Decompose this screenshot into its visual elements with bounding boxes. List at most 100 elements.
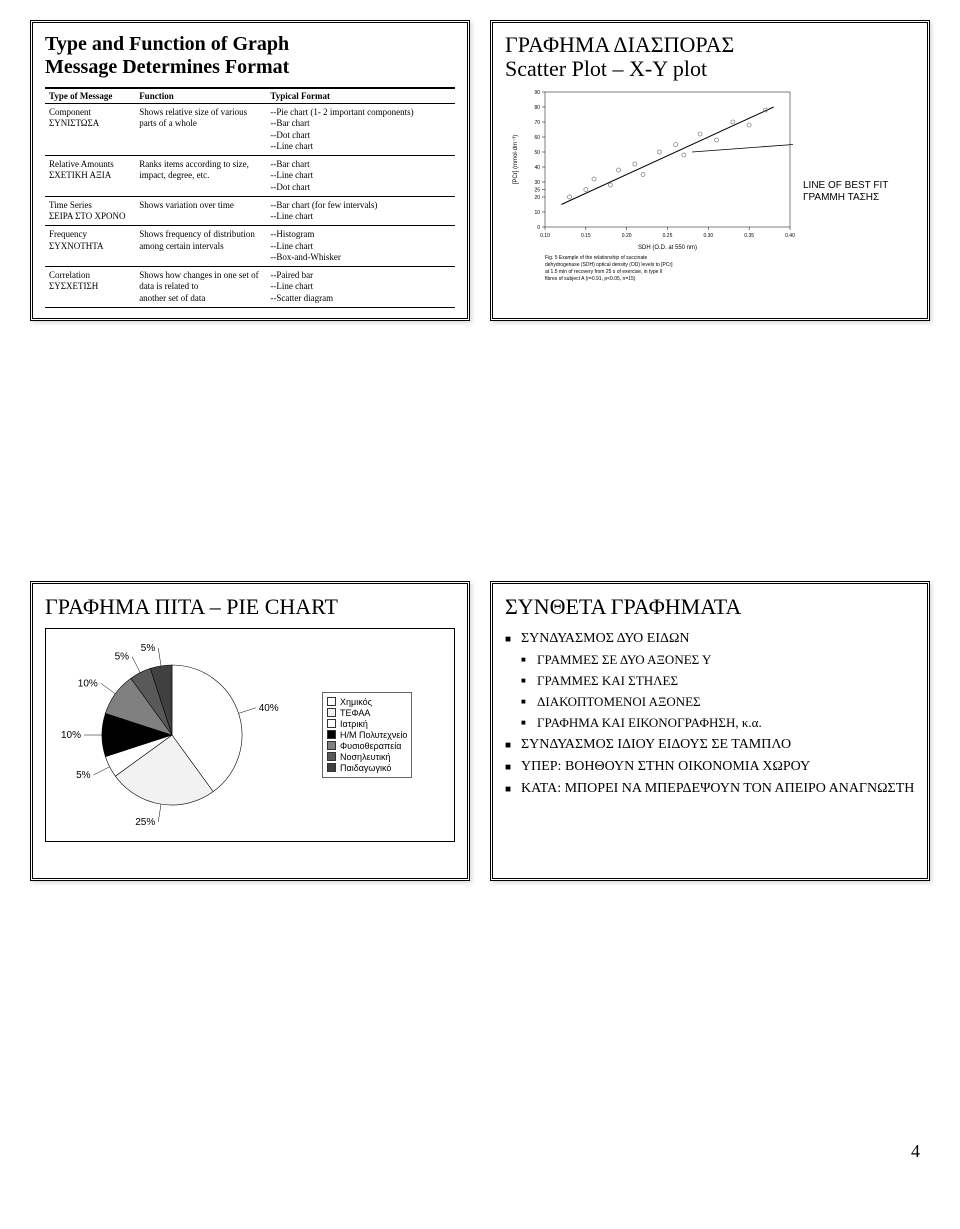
- legend-swatch: [327, 708, 336, 717]
- legend-label: Παιδαγωγικό: [340, 763, 391, 773]
- table-cell: Correlation ΣΥΣΧΕΤΙΣΗ: [45, 267, 135, 308]
- svg-text:fibres of subject A (r=0.91, p: fibres of subject A (r=0.91, p<0.05, n=1…: [545, 276, 636, 282]
- svg-text:60: 60: [534, 135, 540, 141]
- title-line1: Type and Function of Graph: [45, 33, 289, 55]
- svg-text:0: 0: [537, 225, 540, 231]
- th-func: Function: [135, 88, 266, 104]
- svg-text:0.20: 0.20: [622, 233, 632, 239]
- title-line2: Message Determines Format: [45, 56, 289, 78]
- page-number: 4: [30, 1141, 930, 1162]
- slide2-title-gr: ΓΡΑΦΗΜΑ ΔΙΑΣΠΟΡΑΣ: [505, 32, 734, 57]
- bullet-item: ΓΡΑΜΜΕΣ ΣΕ ΔΥΟ ΑΞΟΝΕΣ Υ: [505, 652, 915, 669]
- scatter-plot: 0.10 0.15 0.20 0.25 0.30 0.35 0.40 0 10 2025 30 40 5…: [505, 87, 795, 297]
- svg-text:dehydrogenase (SDH) optical de: dehydrogenase (SDH) optical density (OD)…: [545, 262, 673, 268]
- legend-item: Νοσηλευτική: [327, 752, 407, 762]
- legend-label: Χημικός: [340, 697, 372, 707]
- svg-text:5%: 5%: [115, 651, 130, 662]
- legend-swatch: [327, 719, 336, 728]
- bullet-item: ΚΑΤΑ: ΜΠΟΡΕΙ ΝΑ ΜΠΕΡΔΕΨΟΥΝ ΤΟΝ ΑΠΕΙΡΟ ΑΝ…: [505, 780, 915, 798]
- slide-graph-types: Type and Function of Graph Message Deter…: [30, 20, 470, 321]
- legend-item: Παιδαγωγικό: [327, 763, 407, 773]
- table-cell: Frequency ΣΥΧΝΟΤΗΤΑ: [45, 226, 135, 267]
- svg-text:10%: 10%: [78, 678, 98, 689]
- bullet-item: ΓΡΑΜΜΕΣ ΚΑΙ ΣΤΗΛΕΣ: [505, 673, 915, 690]
- table-cell: Shows variation over time: [135, 196, 266, 226]
- th-type: Type of Message: [45, 88, 135, 104]
- legend-label: Ιατρική: [340, 719, 368, 729]
- slide4-title: ΣΥΝΘΕΤΑ ΓΡΑΦΗΜΑΤΑ: [505, 594, 915, 620]
- table-cell: --Histogram --Line chart --Box-and-Whisk…: [266, 226, 455, 267]
- svg-text:0.15: 0.15: [581, 233, 591, 239]
- svg-text:20: 20: [534, 195, 540, 201]
- slide2-title-en: Scatter Plot – X-Y plot: [505, 56, 707, 81]
- legend-swatch: [327, 741, 336, 750]
- bullet-item: ΣΥΝΔΥΑΣΜΟΣ ΙΔΙΟΥ ΕΙΔΟΥΣ ΣΕ ΤΑΜΠΛΟ: [505, 736, 915, 754]
- slide1-title: Type and Function of Graph Message Deter…: [45, 33, 455, 79]
- legend-item: Η/Μ Πολυτεχνείο: [327, 730, 407, 740]
- table-cell: Shows relative size of various parts of …: [135, 104, 266, 156]
- bullet-item: ΓΡΑΦΗΜΑ ΚΑΙ ΕΙΚΟΝΟΓΡΑΦΗΣΗ, κ.α.: [505, 715, 915, 732]
- legend-swatch: [327, 763, 336, 772]
- svg-text:0.30: 0.30: [703, 233, 713, 239]
- table-cell: Ranks items according to size, impact, d…: [135, 156, 266, 197]
- svg-text:5%: 5%: [76, 770, 91, 781]
- legend-item: ΤΕΦΑΑ: [327, 708, 407, 718]
- legend-label: Η/Μ Πολυτεχνείο: [340, 730, 407, 740]
- svg-text:0.40: 0.40: [785, 233, 795, 239]
- table-cell: Shows how changes in one set of data is …: [135, 267, 266, 308]
- pie-chart-box: 40% 25% 5% 10% 10% 5% 5% ΧημικόςΤΕΦΑΑΙατρικήΗ/…: [45, 628, 455, 842]
- legend-item: Ιατρική: [327, 719, 407, 729]
- svg-text:5%: 5%: [141, 643, 156, 654]
- svg-text:at 1.5 min of recovery from 25: at 1.5 min of recovery from 25 s of exer…: [545, 269, 663, 275]
- legend-label: ΤΕΦΑΑ: [340, 708, 370, 718]
- svg-text:90: 90: [534, 90, 540, 96]
- svg-text:Fig. 5 Example of the relation: Fig. 5 Example of the relationship of su…: [545, 255, 647, 261]
- table-cell: --Bar chart (for few intervals) --Line c…: [266, 196, 455, 226]
- bestfit-gr: ΓΡΑΜΜΗ ΤΑΣΗΣ: [803, 192, 879, 203]
- slide3-title: ΓΡΑΦΗΜΑ ΠΙΤΑ – PIE CHART: [45, 594, 455, 620]
- svg-text:80: 80: [534, 105, 540, 111]
- legend-swatch: [327, 730, 336, 739]
- legend-label: Φυσιοθεραπεία: [340, 741, 401, 751]
- bullet-item: ΔΙΑΚΟΠΤΟΜΕΝΟΙ ΑΞΟΝΕΣ: [505, 694, 915, 711]
- table-cell: Relative Amounts ΣΧΕΤΙΚΗ ΑΞΙΑ: [45, 156, 135, 197]
- table-cell: --Bar chart --Line chart --Dot chart: [266, 156, 455, 197]
- graph-types-table: Type of Message Function Typical Format …: [45, 87, 455, 308]
- svg-text:[PCr] (mmol·dm⁻³): [PCr] (mmol·dm⁻³): [513, 135, 519, 185]
- svg-text:10: 10: [534, 210, 540, 216]
- bullet-item: ΥΠΕΡ: ΒΟΗΘΟΥΝ ΣΤΗΝ ΟΙΚΟΝΟΜΙΑ ΧΩΡΟΥ: [505, 758, 915, 776]
- legend-swatch: [327, 752, 336, 761]
- pie-chart: 40% 25% 5% 10% 10% 5% 5%: [52, 635, 312, 835]
- svg-text:10%: 10%: [61, 730, 81, 741]
- table-cell: --Pie chart (1- 2 important components) …: [266, 104, 455, 156]
- svg-text:70: 70: [534, 120, 540, 126]
- svg-text:0.35: 0.35: [744, 233, 754, 239]
- bullet-item: ΣΥΝΔΥΑΣΜΟΣ ΔΥΟ ΕΙΔΩΝ: [505, 630, 915, 648]
- table-cell: Time Series ΣΕΙΡΑ ΣΤΟ ΧΡΟΝΟ: [45, 196, 135, 226]
- legend-swatch: [327, 697, 336, 706]
- best-fit-label: LINE OF BEST FIT ΓΡΑΜΜΗ ΤΑΣΗΣ: [803, 180, 888, 204]
- table-cell: --Paired bar --Line chart --Scatter diag…: [266, 267, 455, 308]
- svg-text:25%: 25%: [135, 817, 155, 828]
- slide2-title: ΓΡΑΦΗΜΑ ΔΙΑΣΠΟΡΑΣ Scatter Plot – X-Y plo…: [505, 33, 915, 81]
- svg-text:0.10: 0.10: [540, 233, 550, 239]
- svg-text:30: 30: [534, 180, 540, 186]
- legend-item: Φυσιοθεραπεία: [327, 741, 407, 751]
- th-fmt: Typical Format: [266, 88, 455, 104]
- svg-text:50: 50: [534, 150, 540, 156]
- table-cell: Shows frequency of distribution among ce…: [135, 226, 266, 267]
- table-cell: Component ΣΥΝΙΣΤΩΣΑ: [45, 104, 135, 156]
- svg-text:40%: 40%: [259, 703, 279, 714]
- legend-label: Νοσηλευτική: [340, 752, 391, 762]
- pie-legend: ΧημικόςΤΕΦΑΑΙατρικήΗ/Μ ΠολυτεχνείοΦυσιοθ…: [322, 692, 412, 778]
- svg-text:25: 25: [534, 188, 540, 194]
- svg-text:40: 40: [534, 165, 540, 171]
- slide-pie: ΓΡΑΦΗΜΑ ΠΙΤΑ – PIE CHART 40% 25% 5% 10% 10% 5…: [30, 581, 470, 881]
- slide-scatter: ΓΡΑΦΗΜΑ ΔΙΑΣΠΟΡΑΣ Scatter Plot – X-Y plo…: [490, 20, 930, 321]
- slide-composite: ΣΥΝΘΕΤΑ ΓΡΑΦΗΜΑΤΑ ΣΥΝΔΥΑΣΜΟΣ ΔΥΟ ΕΙΔΩΝ ΓΡ…: [490, 581, 930, 881]
- composite-bullet-list: ΣΥΝΔΥΑΣΜΟΣ ΔΥΟ ΕΙΔΩΝ ΓΡΑΜΜΕΣ ΣΕ ΔΥΟ ΑΞΟΝΕ…: [505, 630, 915, 798]
- svg-text:SDH (O.D. at 550 nm): SDH (O.D. at 550 nm): [638, 245, 697, 251]
- bestfit-en: LINE OF BEST FIT: [803, 180, 888, 191]
- svg-text:0.25: 0.25: [663, 233, 673, 239]
- legend-item: Χημικός: [327, 697, 407, 707]
